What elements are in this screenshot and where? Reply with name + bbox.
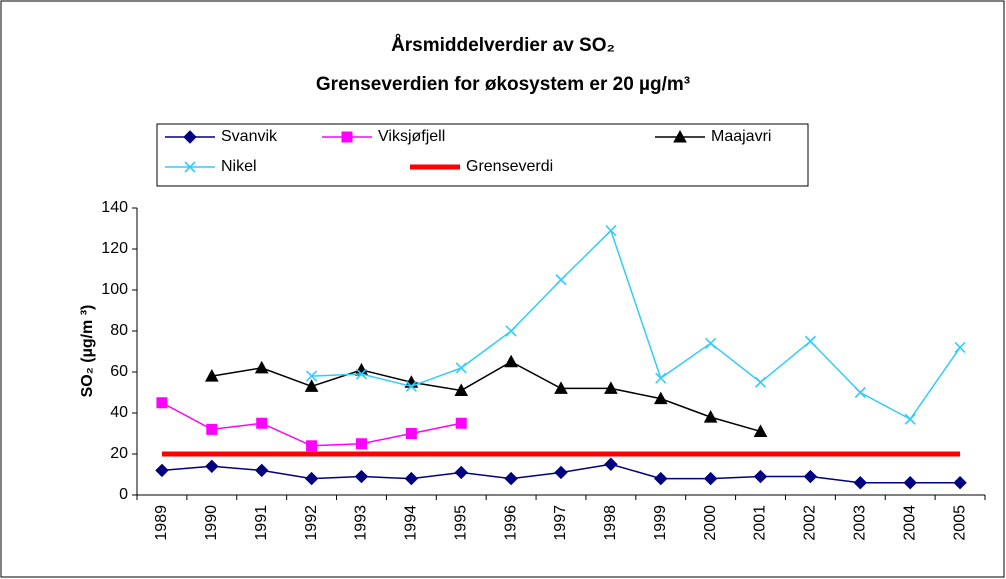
marker — [753, 424, 768, 437]
marker — [304, 379, 319, 392]
x-tick-label: 1991 — [253, 505, 270, 541]
marker — [183, 130, 197, 144]
marker — [205, 459, 219, 474]
marker — [803, 469, 818, 484]
x-tick-label: 2005 — [951, 505, 968, 541]
marker — [454, 383, 469, 396]
marker — [604, 381, 618, 394]
marker — [853, 475, 868, 490]
y-tick-label: 120 — [101, 240, 128, 257]
marker — [155, 463, 169, 478]
legend-label: Grenseverdi — [466, 158, 553, 175]
marker — [903, 475, 917, 490]
x-tick-label: 1990 — [203, 505, 220, 541]
marker — [555, 274, 567, 286]
marker — [306, 440, 318, 452]
x-tick-label: 2001 — [752, 505, 769, 541]
marker — [405, 380, 417, 392]
x-tick-label: 1989 — [153, 505, 170, 541]
x-tick-label: 1993 — [353, 505, 370, 541]
y-tick-label: 140 — [101, 199, 128, 216]
marker — [654, 471, 668, 486]
x-tick-label: 1994 — [403, 505, 420, 541]
x-tick-label: 1998 — [602, 505, 619, 541]
legend-label: Maajavri — [711, 128, 771, 145]
marker — [354, 469, 369, 484]
marker — [904, 413, 916, 425]
marker — [953, 475, 967, 490]
x-tick-label: 1996 — [502, 505, 519, 541]
y-axis-label: SO₂ (µg/m ³) — [79, 305, 96, 398]
marker — [705, 337, 717, 349]
marker — [703, 471, 718, 486]
x-tick-label: 1992 — [303, 505, 320, 541]
marker — [256, 417, 268, 429]
marker — [604, 457, 618, 471]
marker — [405, 428, 417, 439]
marker — [355, 368, 368, 380]
legend-label: Nikel — [221, 158, 257, 175]
x-tick-label: 1995 — [452, 505, 469, 541]
marker — [156, 397, 168, 409]
marker — [454, 465, 468, 480]
legend — [156, 123, 809, 187]
x-tick-label: 2003 — [852, 505, 869, 541]
marker — [184, 161, 196, 173]
marker — [653, 391, 668, 405]
y-tick-label: 20 — [110, 445, 128, 462]
series-line — [211, 360, 761, 433]
marker — [655, 372, 667, 384]
marker — [804, 335, 816, 347]
marker — [753, 469, 768, 484]
marker — [505, 325, 517, 337]
marker — [204, 369, 219, 382]
marker — [703, 410, 718, 423]
marker — [254, 360, 269, 374]
marker — [341, 131, 353, 143]
marker — [754, 376, 767, 388]
marker — [254, 463, 269, 478]
marker — [455, 362, 467, 374]
marker — [306, 370, 318, 382]
chart-subtitle: Grenseverdien for økosystem er 20 µg/m³ — [316, 74, 690, 95]
legend-label: Svanvik — [221, 128, 278, 145]
marker — [504, 354, 518, 368]
marker — [206, 423, 218, 435]
y-tick-label: 80 — [110, 322, 128, 339]
y-tick-label: 60 — [110, 363, 128, 380]
marker — [554, 465, 568, 480]
marker — [455, 417, 467, 429]
marker — [404, 471, 419, 486]
x-tick-label: 2000 — [702, 505, 719, 541]
chart-title: Årsmiddelverdier av SO₂ — [391, 35, 615, 56]
marker — [504, 471, 518, 486]
series-line — [311, 229, 961, 421]
marker — [605, 224, 617, 237]
y-tick-label: 100 — [101, 281, 128, 298]
marker — [954, 341, 966, 353]
marker — [854, 386, 866, 399]
x-tick-label: 1999 — [652, 505, 669, 541]
x-tick-label: 2002 — [802, 505, 819, 541]
marker — [673, 129, 687, 143]
legend-label: Viksjøfjell — [378, 128, 445, 145]
marker — [304, 471, 319, 486]
x-tick-label: 1997 — [552, 505, 569, 541]
marker — [554, 381, 568, 394]
y-tick-label: 0 — [119, 486, 128, 503]
y-tick-label: 40 — [110, 404, 128, 421]
marker — [355, 438, 367, 450]
x-tick-label: 2004 — [901, 505, 918, 541]
